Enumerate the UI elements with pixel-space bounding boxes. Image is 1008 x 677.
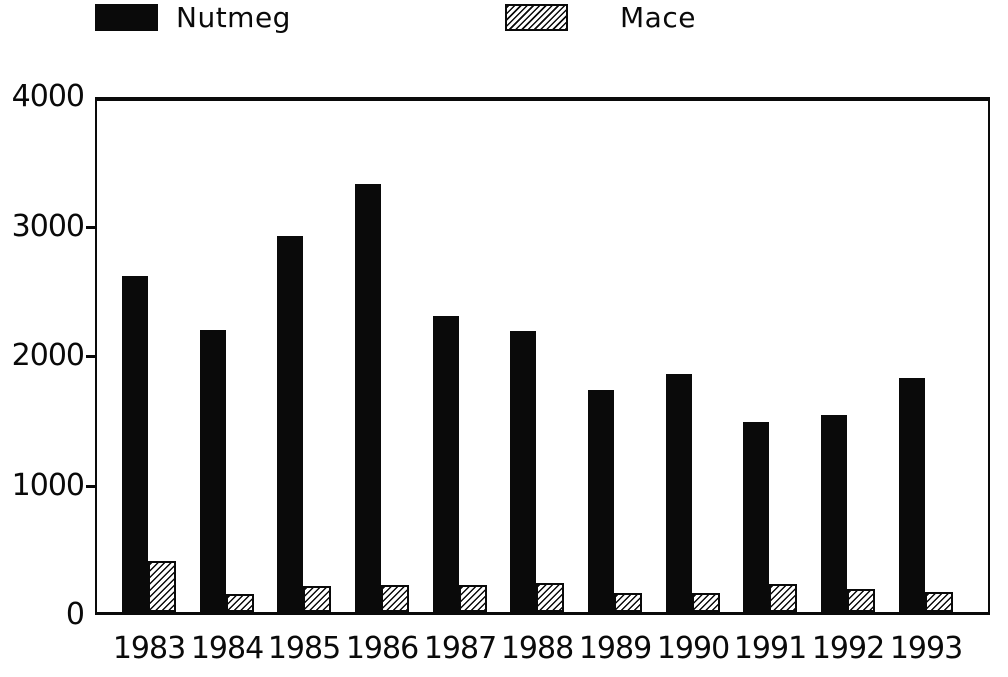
x-tick-label-1992: 1992 [811,631,885,666]
y-tick-label-4000: 4000 [11,79,85,114]
legend-swatch-nutmeg [95,4,158,31]
bar-nutmeg-1991 [743,422,769,612]
plot-area [95,97,990,615]
bar-nutmeg-1987 [433,316,459,612]
bar-nutmeg-1988 [510,331,536,612]
bar-mace-1989 [614,593,642,612]
x-tick-label-1989: 1989 [578,631,652,666]
y-tick-label-3000: 3000 [11,208,85,244]
bar-mace-1990 [692,593,720,612]
bar-mace-1991 [769,584,797,612]
bar-mace-1984 [226,594,254,612]
bar-nutmeg-1985 [277,236,303,612]
bar-nutmeg-1992 [821,415,847,612]
bar-nutmeg-1993 [899,378,925,612]
y-tick-label-0: 0 [65,597,85,632]
bar-mace-1986 [381,585,409,612]
legend-label-mace: Mace [620,1,696,34]
y-tick-mark-1000 [86,484,99,488]
x-tick-label-1991: 1991 [733,631,807,666]
y-tick-mark-3000 [86,225,99,229]
bar-nutmeg-1989 [588,390,614,612]
bar-mace-1983 [148,561,176,612]
y-tick-label-1000: 1000 [11,467,85,503]
bar-mace-1988 [536,583,564,612]
bar-nutmeg-1984 [200,330,226,612]
x-tick-label-1990: 1990 [656,631,730,666]
x-tick-label-1993: 1993 [889,631,963,666]
y-tick-label-2000: 2000 [11,338,85,373]
bar-mace-1987 [459,585,487,612]
x-tick-label-1988: 1988 [500,631,574,666]
bar-nutmeg-1983 [122,276,148,612]
x-tick-label-1986: 1986 [345,631,419,666]
x-tick-label-1987: 1987 [423,631,497,666]
bar-nutmeg-1990 [666,374,692,612]
bar-mace-1993 [925,592,953,612]
bar-mace-1992 [847,589,875,612]
legend-swatch-mace [505,4,568,31]
bar-nutmeg-1986 [355,184,381,612]
legend-label-nutmeg: Nutmeg [176,1,291,34]
y-tick-mark-2000 [86,355,99,358]
x-tick-label-1985: 1985 [267,631,341,666]
x-tick-label-1984: 1984 [190,631,264,666]
x-tick-label-1983: 1983 [112,631,186,666]
bar-mace-1985 [303,586,331,612]
